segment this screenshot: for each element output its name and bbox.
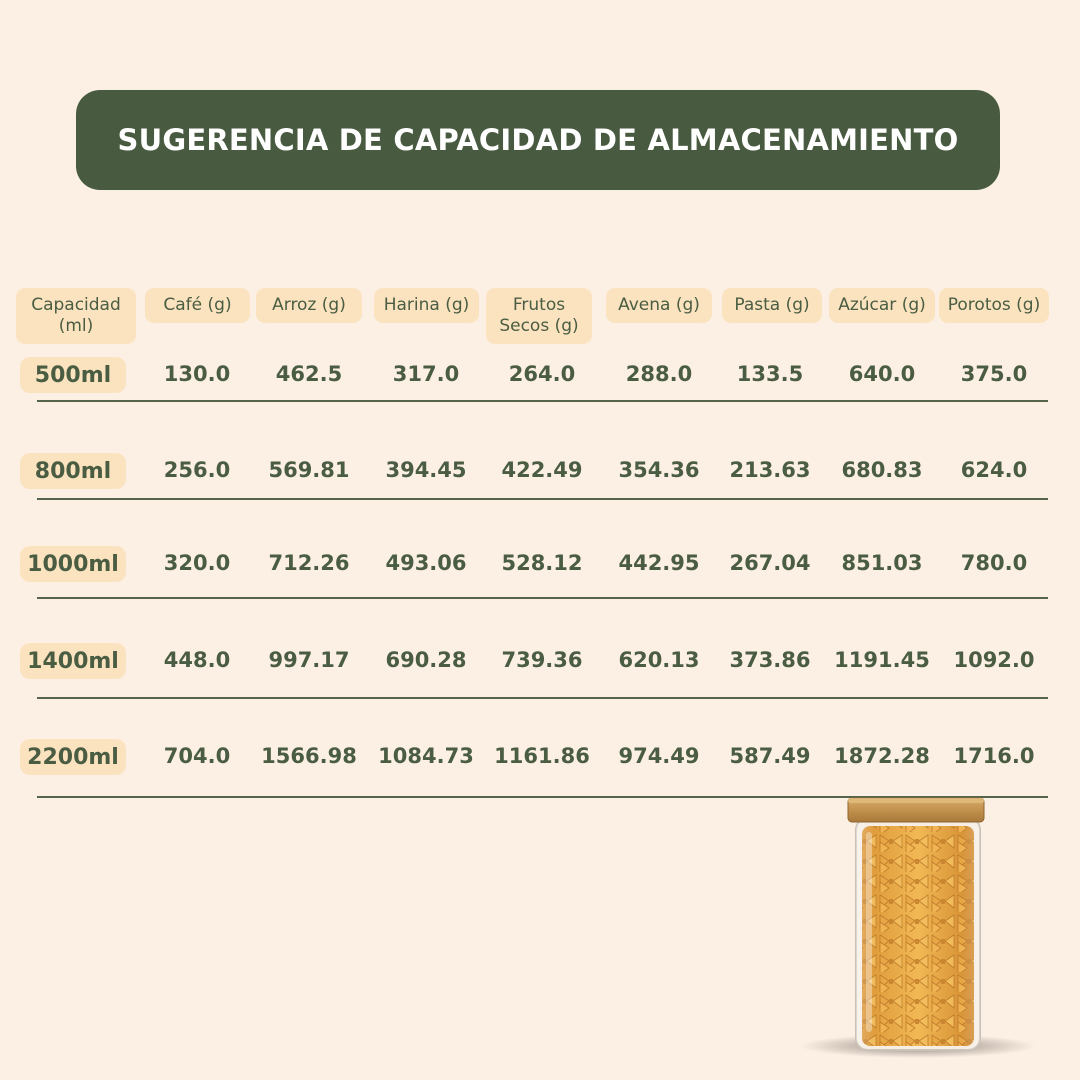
table-cell: 442.95 (618, 551, 700, 575)
table-cell: 780.0 (960, 551, 1028, 575)
table-cell: 712.26 (268, 551, 350, 575)
table-cell: 448.0 (163, 648, 231, 672)
table-cell: 133.5 (736, 362, 804, 386)
title-banner: SUGERENCIA DE CAPACIDAD DE ALMACENAMIENT… (76, 90, 1000, 190)
table-cell: 317.0 (392, 362, 460, 386)
row-capacity-1000ml: 1000ml (20, 546, 126, 582)
table-cell: 256.0 (163, 458, 231, 482)
table-cell: 739.36 (501, 648, 583, 672)
row-divider (37, 597, 1048, 599)
header-arroz: Arroz (g) (256, 288, 362, 323)
header-avena: Avena (g) (606, 288, 712, 323)
header-capacidad: Capacidad (ml) (16, 288, 136, 344)
table-cell: 1191.45 (834, 648, 930, 672)
header-pasta: Pasta (g) (722, 288, 822, 323)
table-cell: 528.12 (501, 551, 583, 575)
row-capacity-2200ml: 2200ml (20, 739, 126, 775)
table-cell: 320.0 (163, 551, 231, 575)
row-capacity-1400ml: 1400ml (20, 643, 126, 679)
table-cell: 130.0 (163, 362, 231, 386)
table-cell: 620.13 (618, 648, 700, 672)
table-cell: 1716.0 (953, 744, 1035, 768)
table-cell: 851.03 (841, 551, 923, 575)
table-cell: 394.45 (385, 458, 467, 482)
table-cell: 373.86 (729, 648, 811, 672)
table-cell: 354.36 (618, 458, 700, 482)
table-cell: 704.0 (163, 744, 231, 768)
table-cell: 213.63 (729, 458, 811, 482)
table-cell: 1161.86 (494, 744, 590, 768)
table-cell: 288.0 (625, 362, 693, 386)
pasta-jar-image (800, 797, 1036, 1058)
table-cell: 587.49 (729, 744, 811, 768)
table-cell: 1092.0 (953, 648, 1035, 672)
row-divider (37, 400, 1048, 402)
row-divider (37, 796, 1048, 798)
table-cell: 640.0 (848, 362, 916, 386)
header-harina: Harina (g) (374, 288, 479, 323)
table-cell: 624.0 (960, 458, 1028, 482)
row-divider (37, 697, 1048, 699)
table-cell: 493.06 (385, 551, 467, 575)
table-cell: 375.0 (960, 362, 1028, 386)
header-frutos-secos: Frutos Secos (g) (486, 288, 592, 344)
table-cell: 422.49 (501, 458, 583, 482)
row-divider (37, 498, 1048, 500)
table-cell: 690.28 (385, 648, 467, 672)
table-cell: 1084.73 (378, 744, 474, 768)
table-cell: 1566.98 (261, 744, 357, 768)
table-cell: 462.5 (275, 362, 343, 386)
row-capacity-800ml: 800ml (20, 453, 126, 489)
header-azucar: Azúcar (g) (829, 288, 935, 323)
header-cafe: Café (g) (145, 288, 250, 323)
header-porotos: Porotos (g) (939, 288, 1049, 323)
row-capacity-500ml: 500ml (20, 357, 126, 393)
table-cell: 264.0 (508, 362, 576, 386)
page-title: SUGERENCIA DE CAPACIDAD DE ALMACENAMIENT… (117, 123, 959, 157)
table-cell: 997.17 (268, 648, 350, 672)
table-cell: 267.04 (729, 551, 811, 575)
table-cell: 974.49 (618, 744, 700, 768)
table-cell: 1872.28 (834, 744, 930, 768)
table-cell: 569.81 (268, 458, 350, 482)
table-cell: 680.83 (841, 458, 923, 482)
